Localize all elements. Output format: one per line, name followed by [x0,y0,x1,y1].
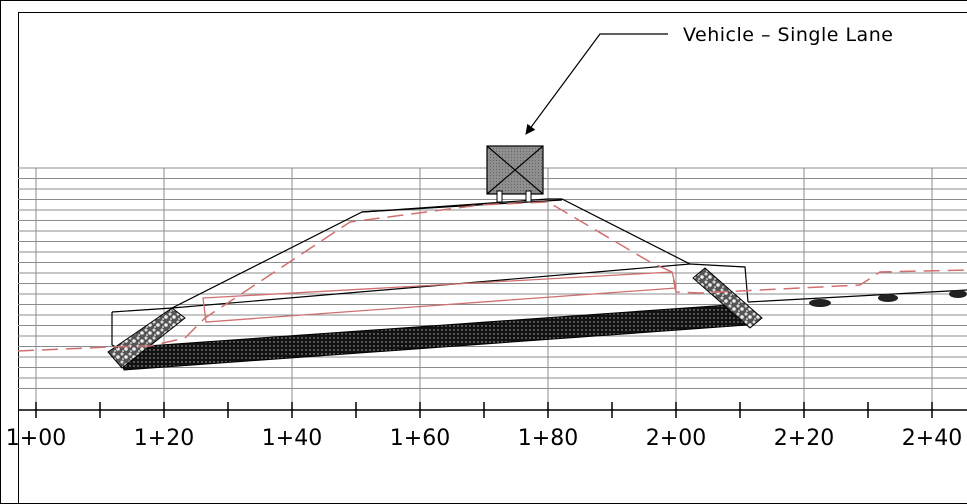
leader-arrow-icon [525,33,668,135]
station-label: 1+20 [134,426,194,451]
station-ticks [35,402,933,418]
design-inner-box [202,271,677,323]
callout-label: Vehicle – Single Lane [683,24,893,46]
station-label: 1+80 [518,426,578,451]
vehicle-box-x-icon [486,145,544,203]
ground-markers [809,290,967,307]
station-label: 2+40 [902,426,962,451]
station-label: 1+60 [390,426,450,451]
embankment-outline [111,312,119,349]
embankment-upper-outline [111,198,749,313]
profile-grid [18,167,967,410]
design-profile-dashed [17,201,967,352]
station-label: 2+20 [774,426,834,451]
station-labels: 1+00 1+20 1+40 1+60 1+80 2+00 2+20 2+40 [6,426,962,451]
station-label: 2+00 [646,426,706,451]
riprap-right [692,267,763,329]
station-label: 1+40 [262,426,322,451]
station-label: 1+00 [6,426,66,451]
ground-line-right [747,289,967,303]
riprap-left [107,307,186,369]
